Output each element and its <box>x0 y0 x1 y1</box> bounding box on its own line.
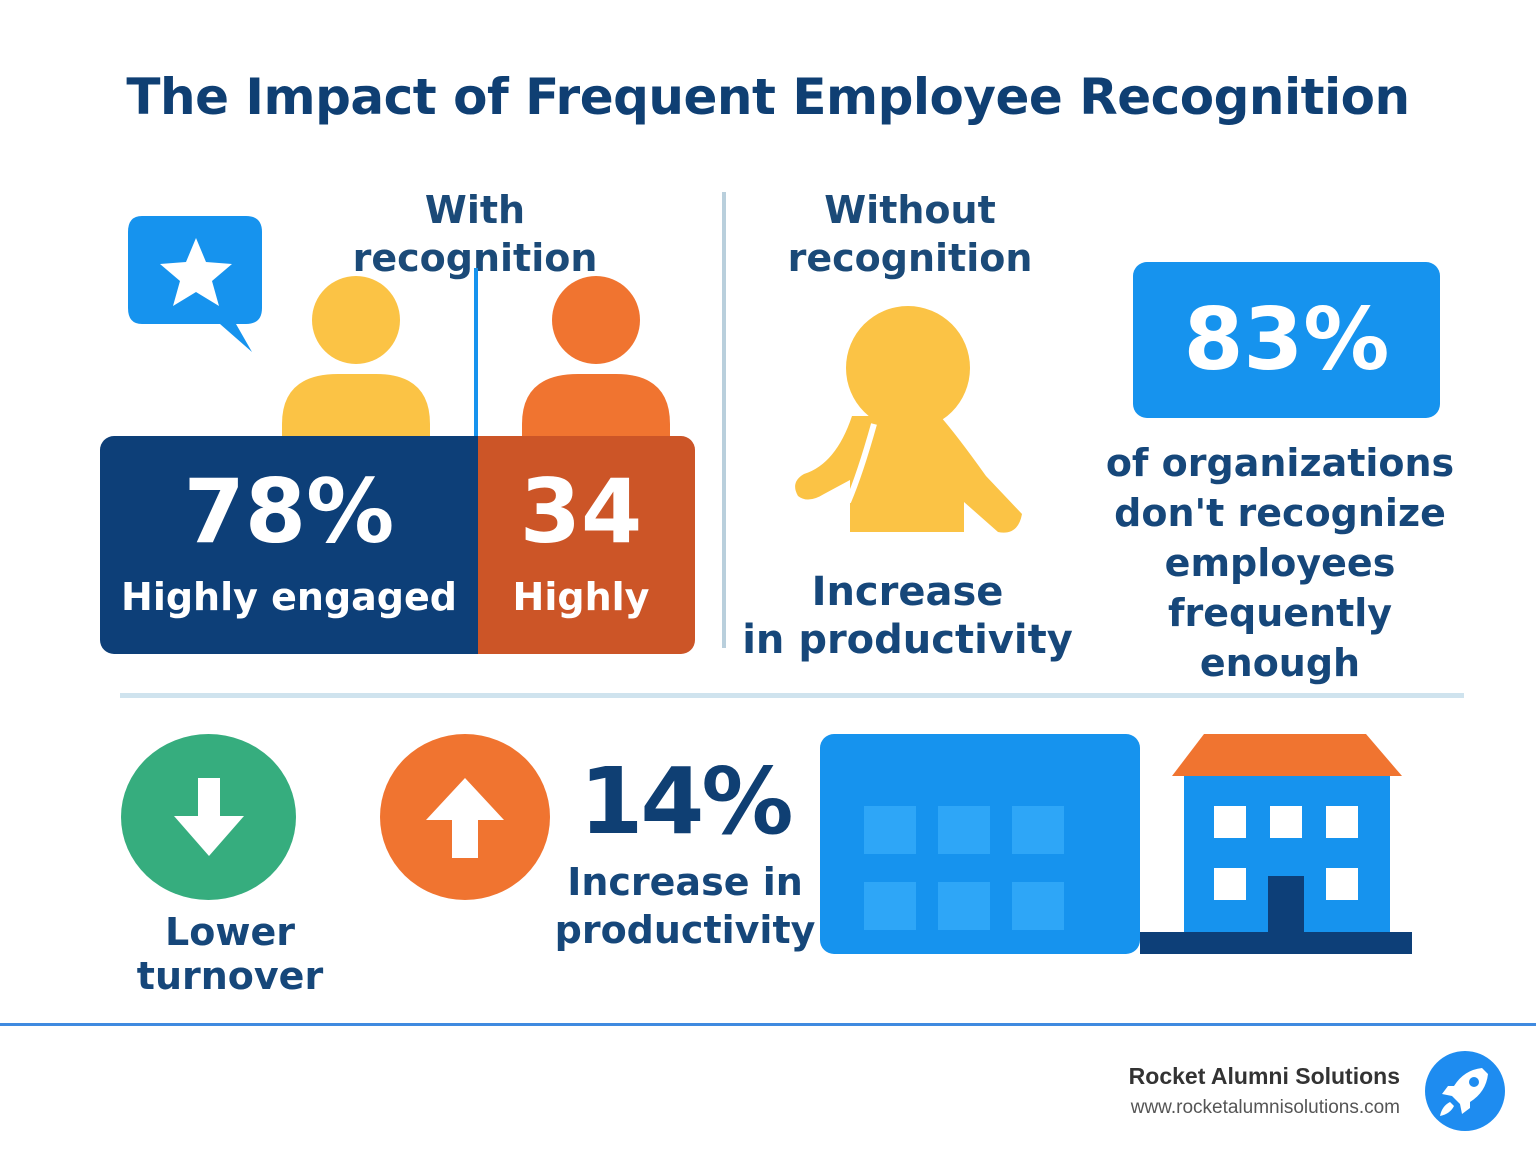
star-chat-icon <box>128 216 262 352</box>
brand-name: Rocket Alumni Solutions <box>1128 1063 1400 1089</box>
without-productivity-text: Increase in productivity <box>740 568 1075 664</box>
person-icon <box>522 276 670 436</box>
without-recognition-heading-line1: Without <box>824 188 996 232</box>
lower-turnover-label: Lower turnover <box>136 910 324 998</box>
productivity-value: 14% <box>579 748 793 855</box>
section-divider <box>722 192 726 648</box>
org-text-line2: don't recognize <box>1114 491 1446 535</box>
engaged-label: Highly engaged <box>121 575 457 619</box>
engaged-value: 78% <box>183 460 395 563</box>
highly-value: 34 <box>519 460 643 563</box>
organizations-stat-text: of organizations don't recognize employe… <box>1090 438 1470 688</box>
with-recognition-heading: With recognition <box>352 188 598 280</box>
without-productivity-line2: in productivity <box>742 617 1073 663</box>
org-text-line4: frequently enough <box>1167 591 1393 685</box>
page-title: The Impact of Frequent Employee Recognit… <box>126 68 1410 126</box>
engaged-stat-box: 78% Highly engaged <box>100 436 478 654</box>
footer-divider <box>0 1023 1536 1026</box>
rocket-icon <box>1425 1051 1505 1131</box>
productivity-text: Increase in productivity <box>540 858 830 954</box>
highly-stat-box: 34 Highly <box>478 436 695 654</box>
house-icon <box>1172 734 1402 932</box>
building-icon <box>820 734 1412 954</box>
org-text-line3: employees <box>1164 541 1396 585</box>
highly-label: Highly <box>512 575 650 619</box>
arrow-up-icon <box>380 734 550 900</box>
brand-url[interactable]: www.rocketalumnisolutions.com <box>1130 1097 1400 1118</box>
person-icon <box>282 276 430 436</box>
org-text-line1: of organizations <box>1105 441 1455 485</box>
organizations-stat-value: 83% <box>1133 262 1440 418</box>
arrow-down-icon <box>121 734 296 900</box>
person-icon <box>795 306 1022 533</box>
horizontal-divider <box>120 693 1464 698</box>
without-productivity-line1: Increase <box>811 569 1004 615</box>
productivity-line1: Increase in <box>567 860 803 904</box>
without-recognition-heading-line2: recognition <box>787 236 1033 280</box>
productivity-line2: productivity <box>554 908 816 952</box>
